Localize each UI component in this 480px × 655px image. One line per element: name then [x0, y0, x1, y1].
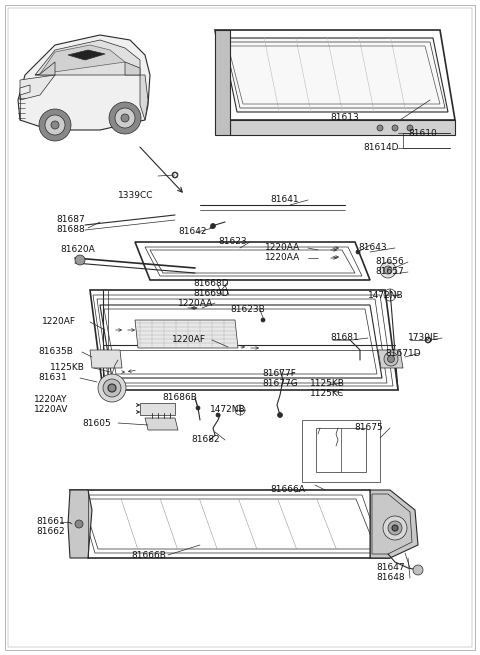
Text: 81662: 81662: [36, 527, 65, 536]
Text: 81643: 81643: [358, 244, 386, 252]
Text: 1472NB: 1472NB: [368, 291, 404, 301]
Bar: [302, 420, 380, 482]
Text: 1339CC: 1339CC: [118, 191, 154, 200]
Text: 81623: 81623: [218, 238, 247, 246]
Text: 81682: 81682: [191, 436, 220, 445]
Text: 81605: 81605: [82, 419, 111, 428]
Circle shape: [216, 413, 220, 417]
Circle shape: [196, 406, 200, 410]
Circle shape: [39, 109, 71, 141]
Polygon shape: [140, 403, 175, 415]
Circle shape: [211, 223, 216, 229]
Text: 81614D: 81614D: [363, 143, 398, 153]
Circle shape: [384, 352, 398, 366]
Circle shape: [377, 125, 383, 131]
Circle shape: [392, 525, 398, 531]
Text: 1220AY: 1220AY: [34, 396, 68, 405]
Circle shape: [108, 384, 116, 392]
Text: 81687: 81687: [56, 215, 85, 225]
Circle shape: [75, 520, 83, 528]
Polygon shape: [90, 350, 122, 368]
Text: 1220AA: 1220AA: [178, 299, 213, 307]
Circle shape: [387, 356, 395, 362]
Text: 1125KB: 1125KB: [50, 364, 85, 373]
Circle shape: [383, 516, 407, 540]
Text: 81686B: 81686B: [162, 394, 197, 403]
Text: 1220AF: 1220AF: [42, 318, 76, 326]
Circle shape: [392, 125, 398, 131]
Text: 81647: 81647: [376, 563, 405, 572]
Text: 81666B: 81666B: [131, 550, 166, 559]
Circle shape: [172, 172, 178, 178]
Text: 1730JE: 1730JE: [408, 333, 439, 343]
Text: 81661: 81661: [36, 517, 65, 527]
Polygon shape: [68, 490, 92, 558]
Circle shape: [413, 565, 423, 575]
Text: 1125KB: 1125KB: [310, 379, 345, 388]
Circle shape: [407, 125, 413, 131]
Circle shape: [388, 293, 392, 297]
Polygon shape: [20, 85, 30, 95]
Text: 81642: 81642: [178, 227, 206, 236]
Circle shape: [384, 266, 392, 274]
Text: 81631: 81631: [38, 373, 67, 383]
Text: 1472NB: 1472NB: [210, 405, 246, 415]
Circle shape: [51, 121, 59, 129]
Polygon shape: [18, 35, 150, 130]
Text: 81623B: 81623B: [230, 305, 265, 314]
Text: 1125KC: 1125KC: [310, 388, 345, 398]
Circle shape: [388, 521, 402, 535]
Polygon shape: [370, 490, 418, 558]
Circle shape: [261, 318, 265, 322]
Polygon shape: [222, 38, 448, 112]
Text: 81688: 81688: [56, 225, 85, 234]
Circle shape: [109, 102, 141, 134]
Bar: [316, 428, 366, 472]
Text: 81635B: 81635B: [38, 348, 73, 356]
Text: 81677F: 81677F: [262, 369, 296, 377]
Text: 81648: 81648: [376, 574, 405, 582]
Circle shape: [277, 413, 283, 417]
Circle shape: [425, 337, 431, 343]
Text: 1220AA: 1220AA: [265, 253, 300, 263]
Text: 1220AF: 1220AF: [172, 335, 206, 345]
Polygon shape: [35, 62, 55, 75]
Text: 81657: 81657: [375, 267, 404, 276]
Circle shape: [103, 379, 121, 397]
Circle shape: [173, 174, 177, 176]
Circle shape: [115, 108, 135, 128]
Text: 81677G: 81677G: [262, 379, 298, 388]
Text: 81671D: 81671D: [385, 348, 420, 358]
Text: 81610: 81610: [408, 128, 437, 138]
Text: 81668D: 81668D: [193, 278, 228, 288]
Polygon shape: [125, 62, 140, 75]
Circle shape: [427, 339, 430, 341]
Polygon shape: [378, 350, 403, 368]
Polygon shape: [68, 50, 105, 60]
Text: 81675: 81675: [354, 424, 383, 432]
Text: 81613: 81613: [330, 113, 359, 122]
Polygon shape: [140, 75, 148, 120]
Text: 81669D: 81669D: [193, 288, 228, 297]
Text: 81620A: 81620A: [60, 246, 95, 255]
Polygon shape: [35, 40, 140, 75]
Polygon shape: [20, 75, 55, 100]
Circle shape: [45, 115, 65, 135]
Text: 81641: 81641: [270, 195, 299, 204]
Polygon shape: [145, 418, 178, 430]
Polygon shape: [135, 320, 238, 348]
Text: 81666A: 81666A: [270, 485, 305, 495]
Circle shape: [356, 250, 360, 254]
Text: 1220AA: 1220AA: [265, 244, 300, 252]
Text: 81681: 81681: [330, 333, 359, 343]
Text: 1220AV: 1220AV: [34, 405, 68, 415]
Polygon shape: [215, 30, 230, 135]
Circle shape: [75, 255, 85, 265]
Circle shape: [121, 114, 129, 122]
Polygon shape: [40, 45, 125, 74]
Circle shape: [98, 374, 126, 402]
Circle shape: [380, 262, 396, 278]
Text: 81656: 81656: [375, 257, 404, 267]
Polygon shape: [230, 120, 455, 135]
